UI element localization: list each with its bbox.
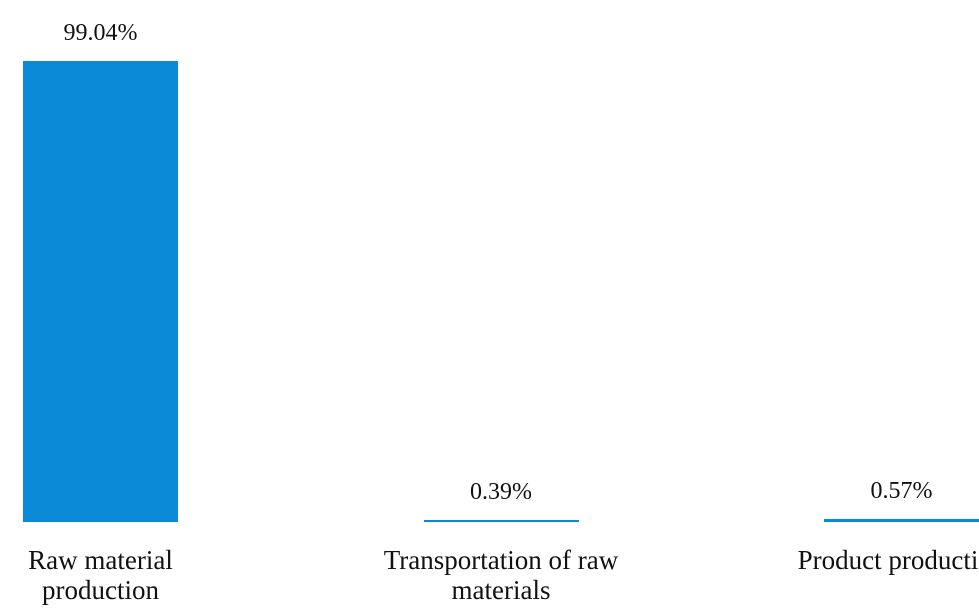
category-label: Product production [772,545,979,575]
category-label: Transportation of raw materials [371,545,631,605]
bar [824,519,979,522]
bar [23,61,178,522]
bar [424,520,579,522]
chart: 99.04% Raw material production 0.39% Transp… [0,0,979,615]
value-label: 99.04% [0,19,211,47]
category-label: Raw material production [0,545,231,605]
value-label: 0.39% [391,478,611,506]
value-label: 0.57% [792,477,979,505]
